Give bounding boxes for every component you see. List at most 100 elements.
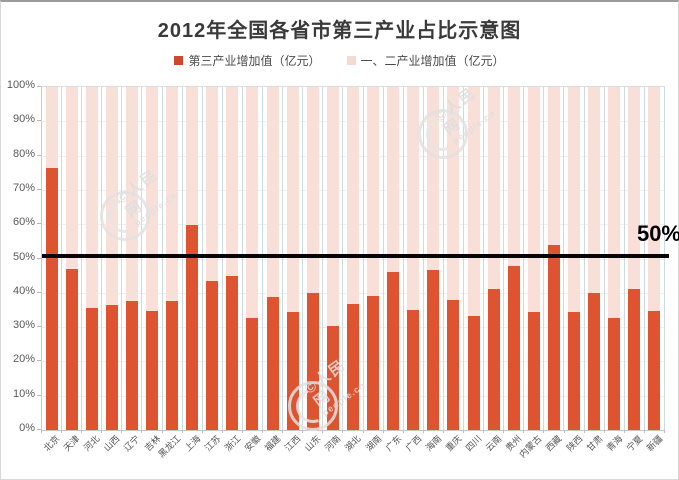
segment-tertiary-吉林: [146, 310, 159, 430]
bar-江苏: [206, 87, 219, 430]
x-label-text: 天津: [61, 433, 82, 454]
segment-primary-secondary-浙江: [226, 87, 239, 276]
y-tick-label-20%: 20%: [12, 353, 35, 366]
segment-primary-secondary-天津: [65, 87, 78, 269]
segment-tertiary-天津: [65, 268, 78, 430]
segment-tertiary-海南: [427, 270, 440, 430]
segment-primary-secondary-黑龙江: [166, 87, 179, 302]
bar-group-河北: [82, 87, 103, 430]
x-label-text: 上海: [182, 433, 203, 454]
bar-group-广东: [384, 87, 404, 430]
y-tick-label-70%: 70%: [12, 181, 35, 194]
segment-tertiary-内蒙古: [527, 311, 540, 430]
x-label-text: 宁夏: [624, 433, 645, 454]
segment-tertiary-山西: [105, 305, 118, 430]
bar-group-云南: [484, 87, 505, 430]
segment-tertiary-青海: [608, 318, 621, 430]
bar-湖南: [367, 87, 380, 430]
bar-group-新疆: [645, 87, 665, 430]
x-label-text: 北京: [41, 433, 62, 454]
segment-primary-secondary-宁夏: [628, 87, 641, 289]
bar-group-湖南: [364, 87, 384, 430]
bar-福建: [266, 87, 279, 430]
segment-tertiary-贵州: [507, 265, 520, 430]
segment-primary-secondary-青海: [608, 87, 621, 319]
bar-西藏: [547, 87, 560, 430]
bar-group-河南: [323, 87, 344, 430]
segment-primary-secondary-安徽: [246, 87, 259, 319]
x-tick-mark: [342, 430, 344, 433]
bar-山西: [105, 87, 118, 430]
bar-group-陕西: [564, 87, 585, 430]
y-tick-label-90%: 90%: [12, 113, 35, 126]
x-label-text: 河南: [323, 433, 343, 454]
bar-group-贵州: [504, 87, 525, 430]
bar-group-青海: [605, 87, 625, 430]
bar-group-内蒙古: [524, 87, 545, 430]
segment-tertiary-广东: [387, 271, 400, 430]
x-label-text: 云南: [483, 433, 504, 454]
segment-tertiary-新疆: [648, 310, 661, 430]
segment-tertiary-北京: [45, 167, 58, 430]
segment-primary-secondary-吉林: [146, 87, 159, 311]
bar-group-宁夏: [625, 87, 645, 430]
bar-group-甘肃: [585, 87, 605, 430]
x-label-text: 安徽: [242, 433, 263, 454]
x-tick-mark: [302, 430, 304, 433]
x-tick-mark: [422, 430, 424, 433]
bar-group-辽宁: [122, 87, 143, 430]
segment-tertiary-湖北: [346, 304, 359, 430]
x-label-text: 广东: [383, 433, 404, 454]
x-label-text: 福建: [262, 433, 283, 454]
segment-primary-secondary-甘肃: [588, 87, 601, 293]
y-tick-label-50%: 50%: [12, 250, 35, 263]
segment-primary-secondary-北京: [45, 87, 58, 168]
bar-贵州: [507, 87, 520, 430]
legend-item-tertiary-industry: 第三产业增加值（亿元）: [174, 52, 321, 69]
y-tick-label-0%: 0%: [19, 422, 35, 434]
segment-primary-secondary-广西: [407, 87, 420, 310]
y-tick-label-60%: 60%: [12, 216, 35, 229]
segment-primary-secondary-重庆: [447, 87, 460, 300]
x-tick-mark: [583, 430, 585, 433]
legend-label-tertiary: 第三产业增加值（亿元）: [188, 54, 321, 68]
bar-山东: [306, 87, 319, 430]
y-tick-label-30%: 30%: [12, 319, 35, 332]
bar-上海: [186, 87, 199, 430]
bar-黑龙江: [166, 87, 179, 430]
bar-group-湖北: [343, 87, 364, 430]
segment-tertiary-山东: [306, 292, 319, 430]
x-tick-mark: [161, 430, 163, 433]
x-tick-mark: [402, 430, 404, 433]
y-tick-mark: [37, 326, 41, 328]
segment-primary-secondary-内蒙古: [527, 87, 540, 312]
y-tick-label-40%: 40%: [12, 284, 35, 297]
y-tick-mark: [37, 120, 41, 122]
y-tick-label-10%: 10%: [12, 387, 35, 400]
bar-group-山西: [102, 87, 123, 430]
bar-河北: [85, 87, 98, 430]
bar-group-吉林: [142, 87, 163, 430]
bar-group-天津: [62, 87, 83, 430]
x-tick-mark: [61, 430, 63, 433]
fifty-percent-reference-line: [42, 254, 669, 258]
segment-tertiary-江西: [286, 312, 299, 430]
x-tick-mark: [262, 430, 264, 433]
segment-primary-secondary-云南: [487, 87, 500, 290]
segment-tertiary-重庆: [447, 299, 460, 430]
x-tick-mark: [141, 430, 143, 433]
segment-tertiary-河南: [326, 325, 339, 430]
x-tick-mark: [282, 430, 284, 433]
bar-云南: [487, 87, 500, 430]
bar-group-四川: [464, 87, 485, 430]
bar-group-江西: [283, 87, 304, 430]
x-tick-mark: [643, 430, 645, 433]
segment-primary-secondary-海南: [427, 87, 440, 271]
x-label-text: 湖南: [363, 433, 384, 454]
segment-tertiary-河北: [85, 308, 98, 430]
segment-primary-secondary-山东: [306, 87, 319, 293]
bar-天津: [65, 87, 78, 430]
segment-primary-secondary-西藏: [547, 87, 560, 246]
x-label-text: 甘肃: [584, 433, 605, 454]
